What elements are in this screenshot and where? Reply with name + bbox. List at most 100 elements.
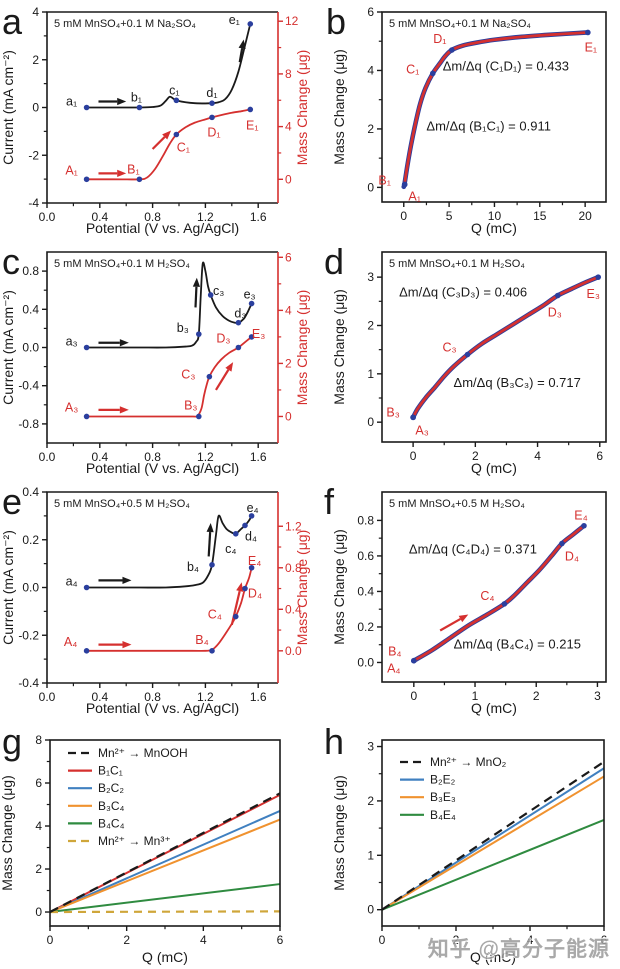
svg-text:0.0: 0.0 xyxy=(39,450,56,464)
svg-text:D₁: D₁ xyxy=(433,32,446,46)
svg-text:Current (mA cm⁻²): Current (mA cm⁻²) xyxy=(0,290,16,405)
panel-a-chart: 0.0 0.4 0.8 1.2 1.6 -4 -2 0 2 4 0 4 8 12 Potential (V … xyxy=(0,1,310,236)
svg-text:0.0: 0.0 xyxy=(22,581,39,595)
svg-text:1: 1 xyxy=(472,689,479,703)
svg-text:C₃: C₃ xyxy=(181,368,195,382)
svg-text:1.2: 1.2 xyxy=(197,690,214,704)
svg-text:Δm/Δq (B₃C₃) = 0.717: Δm/Δq (B₃C₃) = 0.717 xyxy=(454,375,581,390)
svg-text:Mass Change (μg): Mass Change (μg) xyxy=(294,50,310,165)
panel-c-chart: 0.0 0.4 0.8 1.2 1.6 0.8 0.4 0.0 -0.4 -0.8 0 2 4 6 Pote… xyxy=(0,241,310,476)
svg-text:0.8: 0.8 xyxy=(357,513,374,527)
svg-text:Potential (V vs. Ag/AgCl): Potential (V vs. Ag/AgCl) xyxy=(86,220,239,236)
svg-text:-0.4: -0.4 xyxy=(18,676,39,690)
svg-text:d: d xyxy=(324,241,344,282)
svg-text:4: 4 xyxy=(367,63,374,77)
svg-text:0: 0 xyxy=(285,172,292,186)
svg-text:E₃: E₃ xyxy=(587,287,600,301)
svg-text:B₄: B₄ xyxy=(195,633,208,647)
svg-text:8: 8 xyxy=(35,733,42,747)
svg-text:3: 3 xyxy=(367,270,374,284)
svg-text:e₁: e₁ xyxy=(229,13,240,27)
svg-text:2: 2 xyxy=(367,318,374,332)
svg-text:B₁C₁: B₁C₁ xyxy=(98,764,123,778)
svg-text:0.8: 0.8 xyxy=(144,450,161,464)
svg-text:d₃: d₃ xyxy=(234,307,246,321)
svg-text:0.0: 0.0 xyxy=(39,690,56,704)
svg-text:6: 6 xyxy=(367,5,374,19)
svg-text:B₄C₄: B₄C₄ xyxy=(98,816,125,830)
svg-text:2: 2 xyxy=(472,449,479,463)
svg-text:-0.2: -0.2 xyxy=(18,628,39,642)
svg-text:Q (mC): Q (mC) xyxy=(142,949,188,965)
svg-text:Q (mC): Q (mC) xyxy=(471,220,517,236)
svg-text:g: g xyxy=(2,721,22,762)
svg-text:B₄E₄: B₄E₄ xyxy=(430,808,456,822)
svg-text:0: 0 xyxy=(379,933,386,947)
svg-text:Q (mC): Q (mC) xyxy=(470,949,516,965)
panel-e-chart: 0.0 0.4 0.8 1.2 1.60.40.20.0-0.2-0.40.00.40.… xyxy=(0,481,310,716)
svg-text:Potential (V vs. Ag/AgCl): Potential (V vs. Ag/AgCl) xyxy=(86,460,239,476)
svg-text:0: 0 xyxy=(367,903,374,917)
svg-text:Mn²⁺ → MnOOH: Mn²⁺ → MnOOH xyxy=(98,746,188,760)
svg-text:-0.4: -0.4 xyxy=(18,379,39,393)
svg-text:1.2: 1.2 xyxy=(197,210,214,224)
svg-text:Δm/Δq (C₁D₁) = 0.433: Δm/Δq (C₁D₁) = 0.433 xyxy=(443,58,569,73)
svg-text:0.0: 0.0 xyxy=(357,655,374,669)
svg-text:Mass Change (μg): Mass Change (μg) xyxy=(294,530,310,645)
svg-text:10: 10 xyxy=(488,209,502,223)
svg-text:c: c xyxy=(2,241,20,282)
svg-text:A₃: A₃ xyxy=(415,423,428,437)
svg-text:0.8: 0.8 xyxy=(22,264,39,278)
svg-text:C₃: C₃ xyxy=(442,340,456,354)
svg-text:4: 4 xyxy=(285,303,292,317)
svg-text:C₄: C₄ xyxy=(480,589,494,603)
svg-text:1.6: 1.6 xyxy=(250,690,267,704)
svg-text:A₄: A₄ xyxy=(64,635,77,649)
svg-text:D₃: D₃ xyxy=(548,306,562,320)
svg-text:Mn²⁺ → MnO₂: Mn²⁺ → MnO₂ xyxy=(430,755,507,769)
svg-text:Current (mA cm⁻²): Current (mA cm⁻²) xyxy=(0,50,16,165)
svg-text:E₃: E₃ xyxy=(252,327,265,341)
svg-text:-4: -4 xyxy=(28,196,39,210)
svg-text:f: f xyxy=(324,481,335,522)
svg-text:5: 5 xyxy=(446,209,453,223)
svg-text:b₁: b₁ xyxy=(131,91,142,105)
svg-text:20: 20 xyxy=(578,209,592,223)
svg-text:d₁: d₁ xyxy=(206,86,217,100)
svg-text:4: 4 xyxy=(534,449,541,463)
svg-text:0.0: 0.0 xyxy=(285,644,302,658)
svg-text:E₁: E₁ xyxy=(246,118,259,132)
svg-text:C₁: C₁ xyxy=(406,62,419,76)
svg-text:b: b xyxy=(326,1,346,42)
svg-text:3: 3 xyxy=(367,740,374,754)
svg-text:6: 6 xyxy=(596,449,603,463)
svg-text:0.6: 0.6 xyxy=(357,549,374,563)
svg-text:5 mM MnSO₄+0.5 M H₂SO₄: 5 mM MnSO₄+0.5 M H₂SO₄ xyxy=(389,498,525,510)
svg-text:0: 0 xyxy=(410,689,417,703)
svg-text:2: 2 xyxy=(35,862,42,876)
svg-text:5 mM MnSO₄+0.5 M H₂SO₄: 5 mM MnSO₄+0.5 M H₂SO₄ xyxy=(54,498,190,510)
svg-text:a: a xyxy=(2,1,23,42)
svg-text:a₃: a₃ xyxy=(66,335,78,349)
svg-text:B₁: B₁ xyxy=(378,173,391,187)
svg-text:c₄: c₄ xyxy=(225,542,236,556)
svg-text:Δm/Δq (B₄C₄) = 0.215: Δm/Δq (B₄C₄) = 0.215 xyxy=(454,636,581,651)
svg-text:1: 1 xyxy=(367,367,374,381)
svg-text:0: 0 xyxy=(367,180,374,194)
svg-text:4: 4 xyxy=(200,933,207,947)
svg-text:1: 1 xyxy=(367,848,374,862)
svg-text:Potential (V vs. Ag/AgCl): Potential (V vs. Ag/AgCl) xyxy=(86,700,239,716)
svg-text:0: 0 xyxy=(400,209,407,223)
svg-text:5 mM MnSO₄+0.1 M H₂SO₄: 5 mM MnSO₄+0.1 M H₂SO₄ xyxy=(54,258,190,270)
svg-text:c₃: c₃ xyxy=(213,284,224,298)
svg-text:0.8: 0.8 xyxy=(144,690,161,704)
svg-text:B₃: B₃ xyxy=(184,398,197,412)
svg-text:0.4: 0.4 xyxy=(285,602,302,616)
svg-text:2: 2 xyxy=(533,689,540,703)
svg-text:b₃: b₃ xyxy=(177,321,189,335)
svg-text:B₂C₂: B₂C₂ xyxy=(98,781,124,795)
svg-text:C₁: C₁ xyxy=(177,141,190,155)
svg-text:Q (mC): Q (mC) xyxy=(471,700,517,716)
svg-text:Δm/Δq (B₁C₁) = 0.911: Δm/Δq (B₁C₁) = 0.911 xyxy=(426,118,551,133)
